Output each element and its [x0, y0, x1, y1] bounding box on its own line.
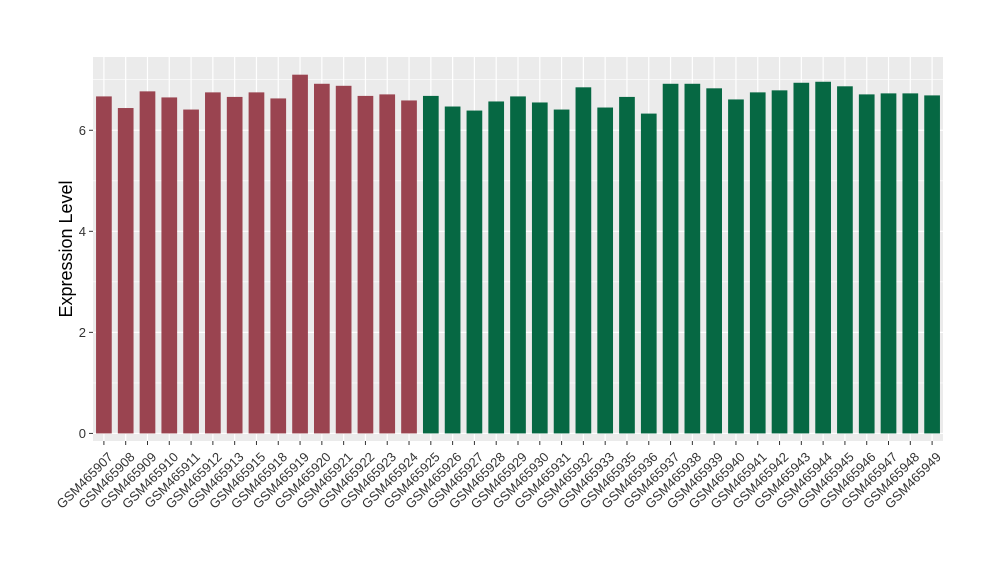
y-axis-title: Expression Level: [56, 180, 76, 317]
bar-GSM465948: [902, 93, 919, 434]
y-tick-label: 0: [79, 426, 86, 441]
bars: [96, 74, 940, 434]
bar-GSM465936: [640, 113, 657, 434]
bar-GSM465941: [749, 92, 766, 434]
bar-GSM465940: [728, 99, 744, 434]
bar-GSM465924: [401, 100, 417, 434]
bar-GSM465920: [314, 83, 330, 434]
bar-GSM465912: [205, 92, 221, 434]
bar-GSM465918: [270, 98, 287, 434]
bar-GSM465947: [880, 93, 897, 434]
bar-GSM465932: [575, 87, 592, 434]
bar-GSM465910: [161, 97, 178, 434]
bar-GSM465943: [793, 82, 810, 434]
bar-GSM465909: [139, 91, 156, 434]
bar-GSM465929: [510, 96, 526, 434]
bar-GSM465928: [488, 101, 505, 434]
bar-GSM465946: [858, 94, 875, 434]
y-tick-label: 6: [79, 123, 86, 138]
bar-GSM465931: [553, 109, 570, 434]
bar-GSM465907: [96, 96, 112, 434]
bar-GSM465921: [335, 85, 352, 434]
bar-GSM465942: [771, 90, 788, 434]
y-tick-label: 2: [79, 325, 86, 340]
bar-GSM465919: [292, 74, 308, 434]
bar-GSM465939: [706, 88, 722, 434]
bar-GSM465926: [444, 106, 461, 434]
x-axis: GSM465907GSM465908GSM465909GSM465910GSM4…: [54, 441, 944, 512]
bar-GSM465949: [924, 95, 940, 434]
bar-GSM465935: [619, 96, 635, 434]
bar-GSM465923: [379, 94, 396, 434]
y-axis: 0 2 4 6: [79, 123, 93, 441]
bar-GSM465911: [183, 109, 199, 434]
bar-GSM465915: [248, 92, 265, 434]
bar-GSM465925: [422, 95, 439, 434]
bar-GSM465937: [662, 83, 679, 434]
bar-GSM465933: [597, 107, 614, 434]
bar-GSM465938: [684, 83, 701, 434]
bar-GSM465944: [815, 81, 831, 434]
bar-GSM465945: [837, 86, 853, 434]
y-tick-label: 4: [79, 224, 86, 239]
bar-GSM465930: [531, 102, 548, 434]
bar-GSM465927: [466, 110, 483, 434]
bar-GSM465913: [226, 96, 243, 434]
bar-GSM465922: [357, 95, 374, 434]
bar-GSM465908: [117, 108, 134, 434]
